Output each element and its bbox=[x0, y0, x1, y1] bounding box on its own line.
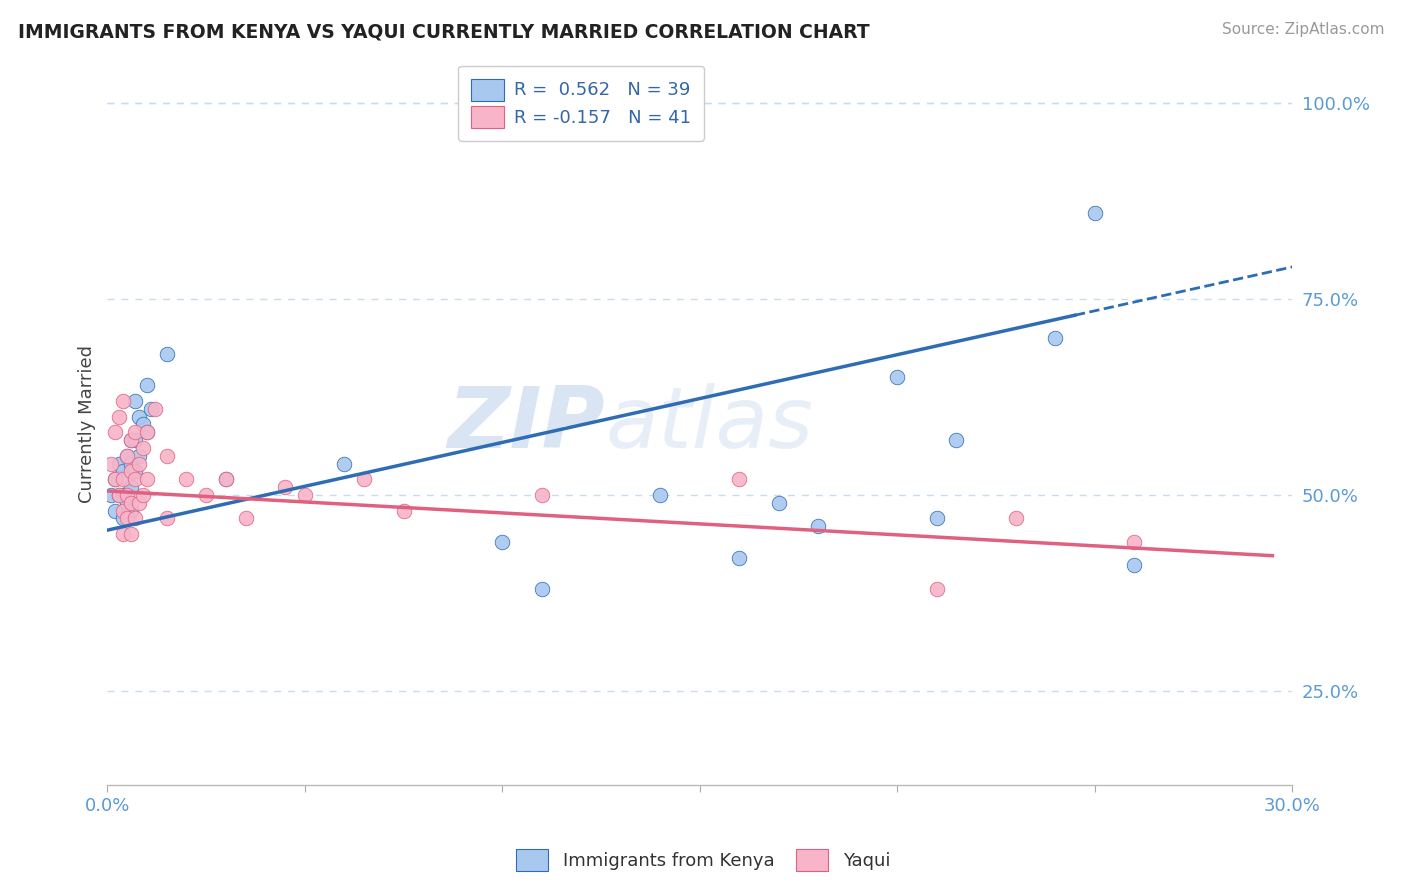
Point bbox=[115, 449, 138, 463]
Point bbox=[128, 496, 150, 510]
Point bbox=[156, 449, 179, 463]
Point bbox=[100, 488, 122, 502]
Point bbox=[132, 417, 155, 432]
Point bbox=[112, 503, 135, 517]
Point bbox=[1084, 206, 1107, 220]
Point bbox=[135, 425, 157, 440]
Point bbox=[120, 457, 142, 471]
Point bbox=[945, 433, 967, 447]
Point bbox=[1123, 558, 1146, 573]
Point bbox=[353, 472, 375, 486]
Point bbox=[132, 488, 155, 502]
Point bbox=[120, 527, 142, 541]
Point bbox=[112, 464, 135, 478]
Point bbox=[120, 433, 142, 447]
Point bbox=[768, 496, 790, 510]
Point bbox=[195, 488, 218, 502]
Point bbox=[728, 472, 751, 486]
Point bbox=[530, 488, 553, 502]
Text: atlas: atlas bbox=[605, 383, 813, 466]
Point bbox=[108, 409, 131, 424]
Text: ZIP: ZIP bbox=[447, 383, 605, 466]
Point bbox=[650, 488, 672, 502]
Point bbox=[115, 511, 138, 525]
Legend: R =  0.562   N = 39, R = -0.157   N = 41: R = 0.562 N = 39, R = -0.157 N = 41 bbox=[458, 66, 704, 141]
Point bbox=[124, 433, 146, 447]
Point bbox=[807, 519, 830, 533]
Text: Source: ZipAtlas.com: Source: ZipAtlas.com bbox=[1222, 22, 1385, 37]
Point bbox=[108, 488, 131, 502]
Point bbox=[124, 511, 146, 525]
Point bbox=[112, 472, 135, 486]
Point bbox=[333, 457, 356, 471]
Point bbox=[104, 503, 127, 517]
Point bbox=[143, 401, 166, 416]
Point bbox=[104, 472, 127, 486]
Point bbox=[132, 441, 155, 455]
Point bbox=[530, 582, 553, 596]
Point bbox=[112, 488, 135, 502]
Point bbox=[128, 449, 150, 463]
Point bbox=[1045, 331, 1067, 345]
Point bbox=[392, 503, 415, 517]
Point bbox=[115, 472, 138, 486]
Point bbox=[120, 503, 142, 517]
Point bbox=[104, 472, 127, 486]
Point bbox=[128, 409, 150, 424]
Point bbox=[120, 433, 142, 447]
Point bbox=[124, 393, 146, 408]
Point bbox=[112, 527, 135, 541]
Point bbox=[108, 457, 131, 471]
Point bbox=[124, 464, 146, 478]
Point bbox=[124, 425, 146, 440]
Point bbox=[728, 550, 751, 565]
Point bbox=[294, 488, 316, 502]
Point bbox=[235, 511, 257, 525]
Point bbox=[135, 378, 157, 392]
Point bbox=[108, 488, 131, 502]
Point bbox=[135, 425, 157, 440]
Point bbox=[120, 464, 142, 478]
Y-axis label: Currently Married: Currently Married bbox=[79, 345, 96, 503]
Point bbox=[274, 480, 297, 494]
Point bbox=[135, 472, 157, 486]
Point bbox=[112, 393, 135, 408]
Point bbox=[100, 457, 122, 471]
Point bbox=[139, 401, 162, 416]
Point bbox=[215, 472, 238, 486]
Point bbox=[120, 480, 142, 494]
Point bbox=[1004, 511, 1026, 525]
Point bbox=[128, 457, 150, 471]
Point bbox=[491, 535, 513, 549]
Point bbox=[156, 511, 179, 525]
Point bbox=[925, 511, 948, 525]
Point bbox=[886, 370, 908, 384]
Point bbox=[124, 472, 146, 486]
Point bbox=[156, 347, 179, 361]
Text: IMMIGRANTS FROM KENYA VS YAQUI CURRENTLY MARRIED CORRELATION CHART: IMMIGRANTS FROM KENYA VS YAQUI CURRENTLY… bbox=[18, 22, 870, 41]
Point bbox=[925, 582, 948, 596]
Point bbox=[115, 488, 138, 502]
Point bbox=[1123, 535, 1146, 549]
Point bbox=[115, 449, 138, 463]
Point bbox=[120, 496, 142, 510]
Point bbox=[115, 496, 138, 510]
Point bbox=[112, 511, 135, 525]
Legend: Immigrants from Kenya, Yaqui: Immigrants from Kenya, Yaqui bbox=[509, 842, 897, 879]
Point bbox=[176, 472, 198, 486]
Point bbox=[215, 472, 238, 486]
Point bbox=[104, 425, 127, 440]
